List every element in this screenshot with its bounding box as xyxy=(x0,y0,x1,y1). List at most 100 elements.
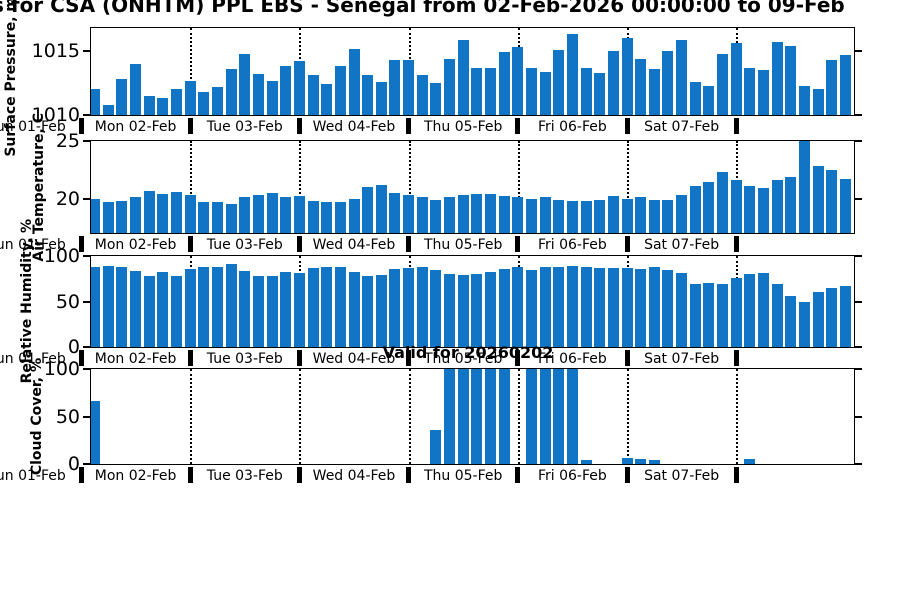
bar xyxy=(457,39,469,115)
day-gridline xyxy=(190,28,193,115)
bar xyxy=(594,267,606,347)
bar xyxy=(280,272,292,347)
day-boundary-tick xyxy=(78,236,84,252)
day-boundary-tick xyxy=(296,467,302,483)
bar xyxy=(676,273,688,347)
y-tick-label: 100 xyxy=(43,245,80,267)
bar xyxy=(403,60,415,115)
day-boundary-tick xyxy=(515,118,521,134)
y-tick-mark xyxy=(83,368,90,370)
y-tick-mark xyxy=(855,415,862,418)
bar xyxy=(839,286,851,347)
bar xyxy=(457,275,469,347)
bar xyxy=(266,276,278,347)
bar xyxy=(730,43,742,115)
bar xyxy=(212,266,223,347)
day-boundary-tick xyxy=(624,236,630,252)
bar xyxy=(416,197,428,233)
day-label: Fri 06-Feb xyxy=(537,468,607,484)
day-label: Wed 04-Feb xyxy=(312,119,396,135)
bar xyxy=(662,269,674,347)
bar xyxy=(266,80,278,115)
y-tick-label: 100 xyxy=(43,358,80,380)
bar xyxy=(594,72,606,115)
day-boundary-tick xyxy=(515,467,521,483)
bar xyxy=(307,75,319,115)
y-tick-mark xyxy=(83,346,90,348)
bar xyxy=(512,47,524,115)
bar xyxy=(471,67,483,115)
bar xyxy=(239,270,251,347)
bar xyxy=(252,74,264,115)
plot-area-pressure xyxy=(90,27,855,116)
y-tick-mark xyxy=(855,300,862,303)
y-tick-label: 50 xyxy=(55,290,80,313)
bar xyxy=(580,67,592,115)
bar xyxy=(771,284,783,347)
bar xyxy=(362,187,374,233)
y-tick-mark xyxy=(83,415,90,418)
bar xyxy=(430,429,442,464)
bar xyxy=(334,202,346,233)
bar xyxy=(91,266,101,347)
day-boundary-tick xyxy=(733,236,739,252)
day-label: Tue 03-Feb xyxy=(206,119,283,135)
bar xyxy=(730,180,742,233)
bar xyxy=(444,274,456,347)
bar xyxy=(839,179,851,233)
bar xyxy=(485,272,496,347)
y-tick-mark xyxy=(83,140,90,142)
bar xyxy=(362,276,374,347)
bar xyxy=(717,284,729,347)
bar xyxy=(689,284,701,347)
bar xyxy=(744,185,756,233)
bar xyxy=(607,51,619,115)
bar xyxy=(621,198,633,233)
bar xyxy=(91,401,101,464)
bar xyxy=(334,266,346,347)
bar xyxy=(785,296,797,347)
bar xyxy=(430,269,442,347)
bar xyxy=(826,169,838,233)
day-gridline xyxy=(517,369,520,464)
bar xyxy=(771,180,783,233)
day-label: Sun 01-Feb xyxy=(0,237,66,253)
bar xyxy=(280,197,292,233)
day-label: Wed 04-Feb xyxy=(312,237,396,253)
bar xyxy=(744,274,756,347)
bar xyxy=(471,369,483,464)
bar xyxy=(607,267,619,347)
day-boundary-tick xyxy=(187,236,193,252)
bar xyxy=(635,459,647,464)
bar xyxy=(553,369,565,464)
bar xyxy=(252,276,264,347)
bar xyxy=(607,196,619,233)
y-tick-mark xyxy=(855,255,862,257)
y-tick-label: 50 xyxy=(55,405,80,428)
y-tick-mark xyxy=(83,197,90,200)
bar xyxy=(91,198,101,233)
bar xyxy=(566,200,578,233)
bar xyxy=(157,98,169,115)
bar xyxy=(662,51,674,115)
bar xyxy=(293,273,305,347)
day-boundary-tick xyxy=(296,350,302,366)
day-boundary-tick xyxy=(515,236,521,252)
day-label: Sat 07-Feb xyxy=(644,119,720,135)
day-label: Sun 01-Feb xyxy=(0,351,66,367)
bar xyxy=(116,200,128,233)
day-boundary-tick xyxy=(187,467,193,483)
bar xyxy=(730,277,742,347)
bar xyxy=(143,276,155,347)
bar xyxy=(785,45,797,115)
bar xyxy=(293,196,305,233)
bar xyxy=(648,266,660,347)
bar xyxy=(375,81,387,115)
day-gridline xyxy=(408,369,411,464)
bar xyxy=(280,66,292,115)
bar xyxy=(553,49,565,115)
bar xyxy=(662,199,674,233)
bar xyxy=(676,39,688,115)
bar xyxy=(252,195,264,233)
day-boundary-tick xyxy=(733,118,739,134)
